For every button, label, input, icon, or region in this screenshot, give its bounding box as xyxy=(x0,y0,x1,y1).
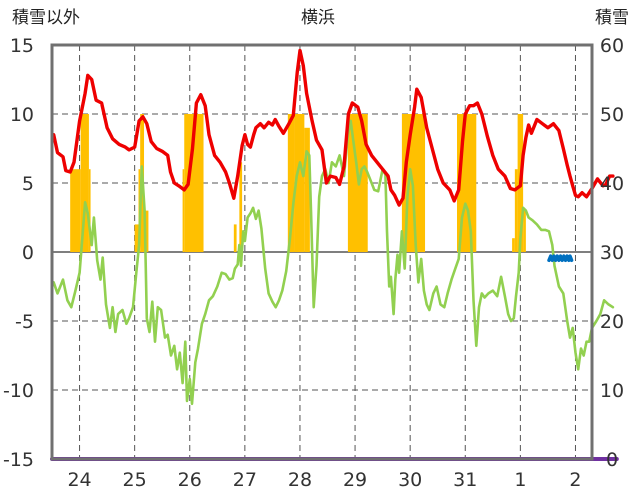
sunshine-bar xyxy=(512,238,515,252)
left-tick-label: -10 xyxy=(3,380,34,402)
right-tick-label: 30 xyxy=(600,242,624,264)
right-tick-label: 10 xyxy=(600,380,624,402)
sunshine-bar xyxy=(287,114,295,252)
sunshine-bar xyxy=(182,169,185,252)
sunshine-bar xyxy=(239,162,243,252)
day-label: 25 xyxy=(123,469,147,491)
left-tick-label: 5 xyxy=(22,173,34,195)
sunshine-bar xyxy=(304,127,310,252)
right-axis-label: 積雪 xyxy=(595,8,629,28)
day-label: 29 xyxy=(343,469,367,491)
right-tick-label: 60 xyxy=(600,35,624,57)
right-tick-label: 0 xyxy=(606,449,618,471)
left-tick-label: -5 xyxy=(15,311,34,333)
day-label: 26 xyxy=(178,469,202,491)
day-label: 31 xyxy=(453,469,477,491)
left-tick-label: 10 xyxy=(10,104,34,126)
sunshine-bar xyxy=(514,169,518,252)
sunshine-bar xyxy=(88,169,91,252)
left-tick-label: 0 xyxy=(22,242,34,264)
sunshine-bar xyxy=(80,114,89,252)
sunshine-bar xyxy=(134,224,139,252)
sunshine-bar xyxy=(233,224,237,252)
chart-title: 横浜 xyxy=(301,8,335,28)
left-axis-label: 積雪以外 xyxy=(12,8,80,28)
day-label: 27 xyxy=(233,469,257,491)
day-label: 30 xyxy=(398,469,422,491)
right-tick-label: 20 xyxy=(600,311,624,333)
day-label: 24 xyxy=(67,469,91,491)
left-tick-label: -15 xyxy=(3,449,34,471)
plot-frame xyxy=(50,43,594,461)
right-tick-label: 40 xyxy=(600,173,624,195)
precipitation-line xyxy=(547,254,574,263)
sunshine-bar xyxy=(70,169,81,252)
sunshine-bar xyxy=(294,114,305,252)
left-tick-label: 15 xyxy=(10,35,34,57)
temperature-line xyxy=(52,48,615,207)
day-label: 2 xyxy=(569,469,581,491)
sunshine-bar xyxy=(184,114,204,252)
sunshine-bar xyxy=(523,210,526,252)
right-tick-label: 50 xyxy=(600,104,624,126)
day-label: 1 xyxy=(514,469,526,491)
dewpoint-line xyxy=(52,119,615,406)
day-label: 28 xyxy=(288,469,312,491)
